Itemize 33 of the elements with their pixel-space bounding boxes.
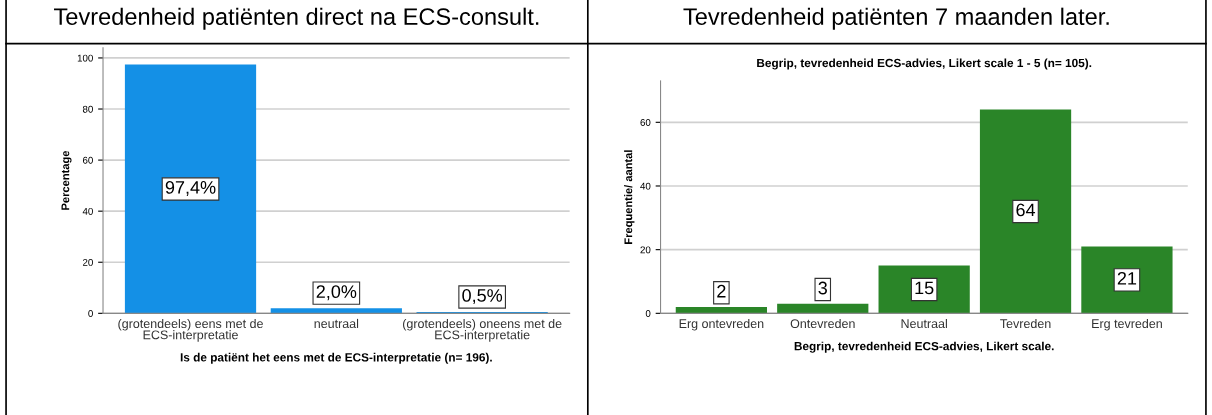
data-label: 97,4% bbox=[165, 181, 216, 196]
x-tick-label: Erg tevreden bbox=[1092, 318, 1162, 331]
x-tick-label: (grotendeels) eens met de ECS-interpretatie bbox=[118, 318, 263, 342]
y-tick-label: 60 bbox=[82, 156, 93, 164]
x-tick-label: Erg ontevreden bbox=[679, 318, 764, 331]
data-label: 2 bbox=[717, 284, 726, 298]
data-label: 3 bbox=[818, 281, 827, 295]
y-tick-label: 20 bbox=[640, 246, 651, 254]
x-axis-title: Is de patiënt het eens met de ECS-interpretatie (n= 196). bbox=[180, 352, 492, 364]
y-tick-label: 0 bbox=[645, 310, 651, 317]
chart-subtitle: Begrip, tevredenheid ECS-advies, Likert scale 1 - 5 (n= 105). bbox=[757, 58, 1092, 70]
chart-title: Tevredenheid patiënten direct na ECS-consult. bbox=[54, 7, 539, 30]
x-tick-label: Neutraal bbox=[901, 318, 947, 329]
chart-title: Tevredenheid patiënten 7 maanden later. bbox=[683, 7, 1109, 30]
data-label: 15 bbox=[915, 281, 934, 295]
data-label: 64 bbox=[1016, 203, 1036, 217]
data-label: 21 bbox=[1117, 271, 1137, 285]
x-tick-label: Tevreden bbox=[1000, 318, 1051, 329]
y-tick-label: 100 bbox=[77, 54, 93, 62]
x-axis-title: Begrip, tevredenheid ECS-advies, Likert scale. bbox=[794, 341, 1054, 353]
y-tick-label: 40 bbox=[82, 207, 93, 215]
y-tick-label: 40 bbox=[640, 182, 651, 190]
x-tick-label: (grotendeels) oneens met de ECS-interpretatie bbox=[403, 318, 562, 342]
y-tick-label: 0 bbox=[88, 310, 93, 317]
y-axis-title: Percentage bbox=[61, 150, 72, 210]
y-tick-label: 80 bbox=[82, 105, 93, 113]
y-axis-title: Frequentie/ aantal bbox=[624, 150, 635, 244]
y-tick-label: 20 bbox=[82, 258, 93, 266]
data-label: 2,0% bbox=[316, 285, 357, 301]
data-label: 0,5% bbox=[462, 289, 503, 304]
x-tick-label: Ontevreden bbox=[790, 318, 855, 329]
x-tick-label: neutraal bbox=[314, 318, 359, 329]
y-tick-label: 60 bbox=[640, 119, 651, 126]
